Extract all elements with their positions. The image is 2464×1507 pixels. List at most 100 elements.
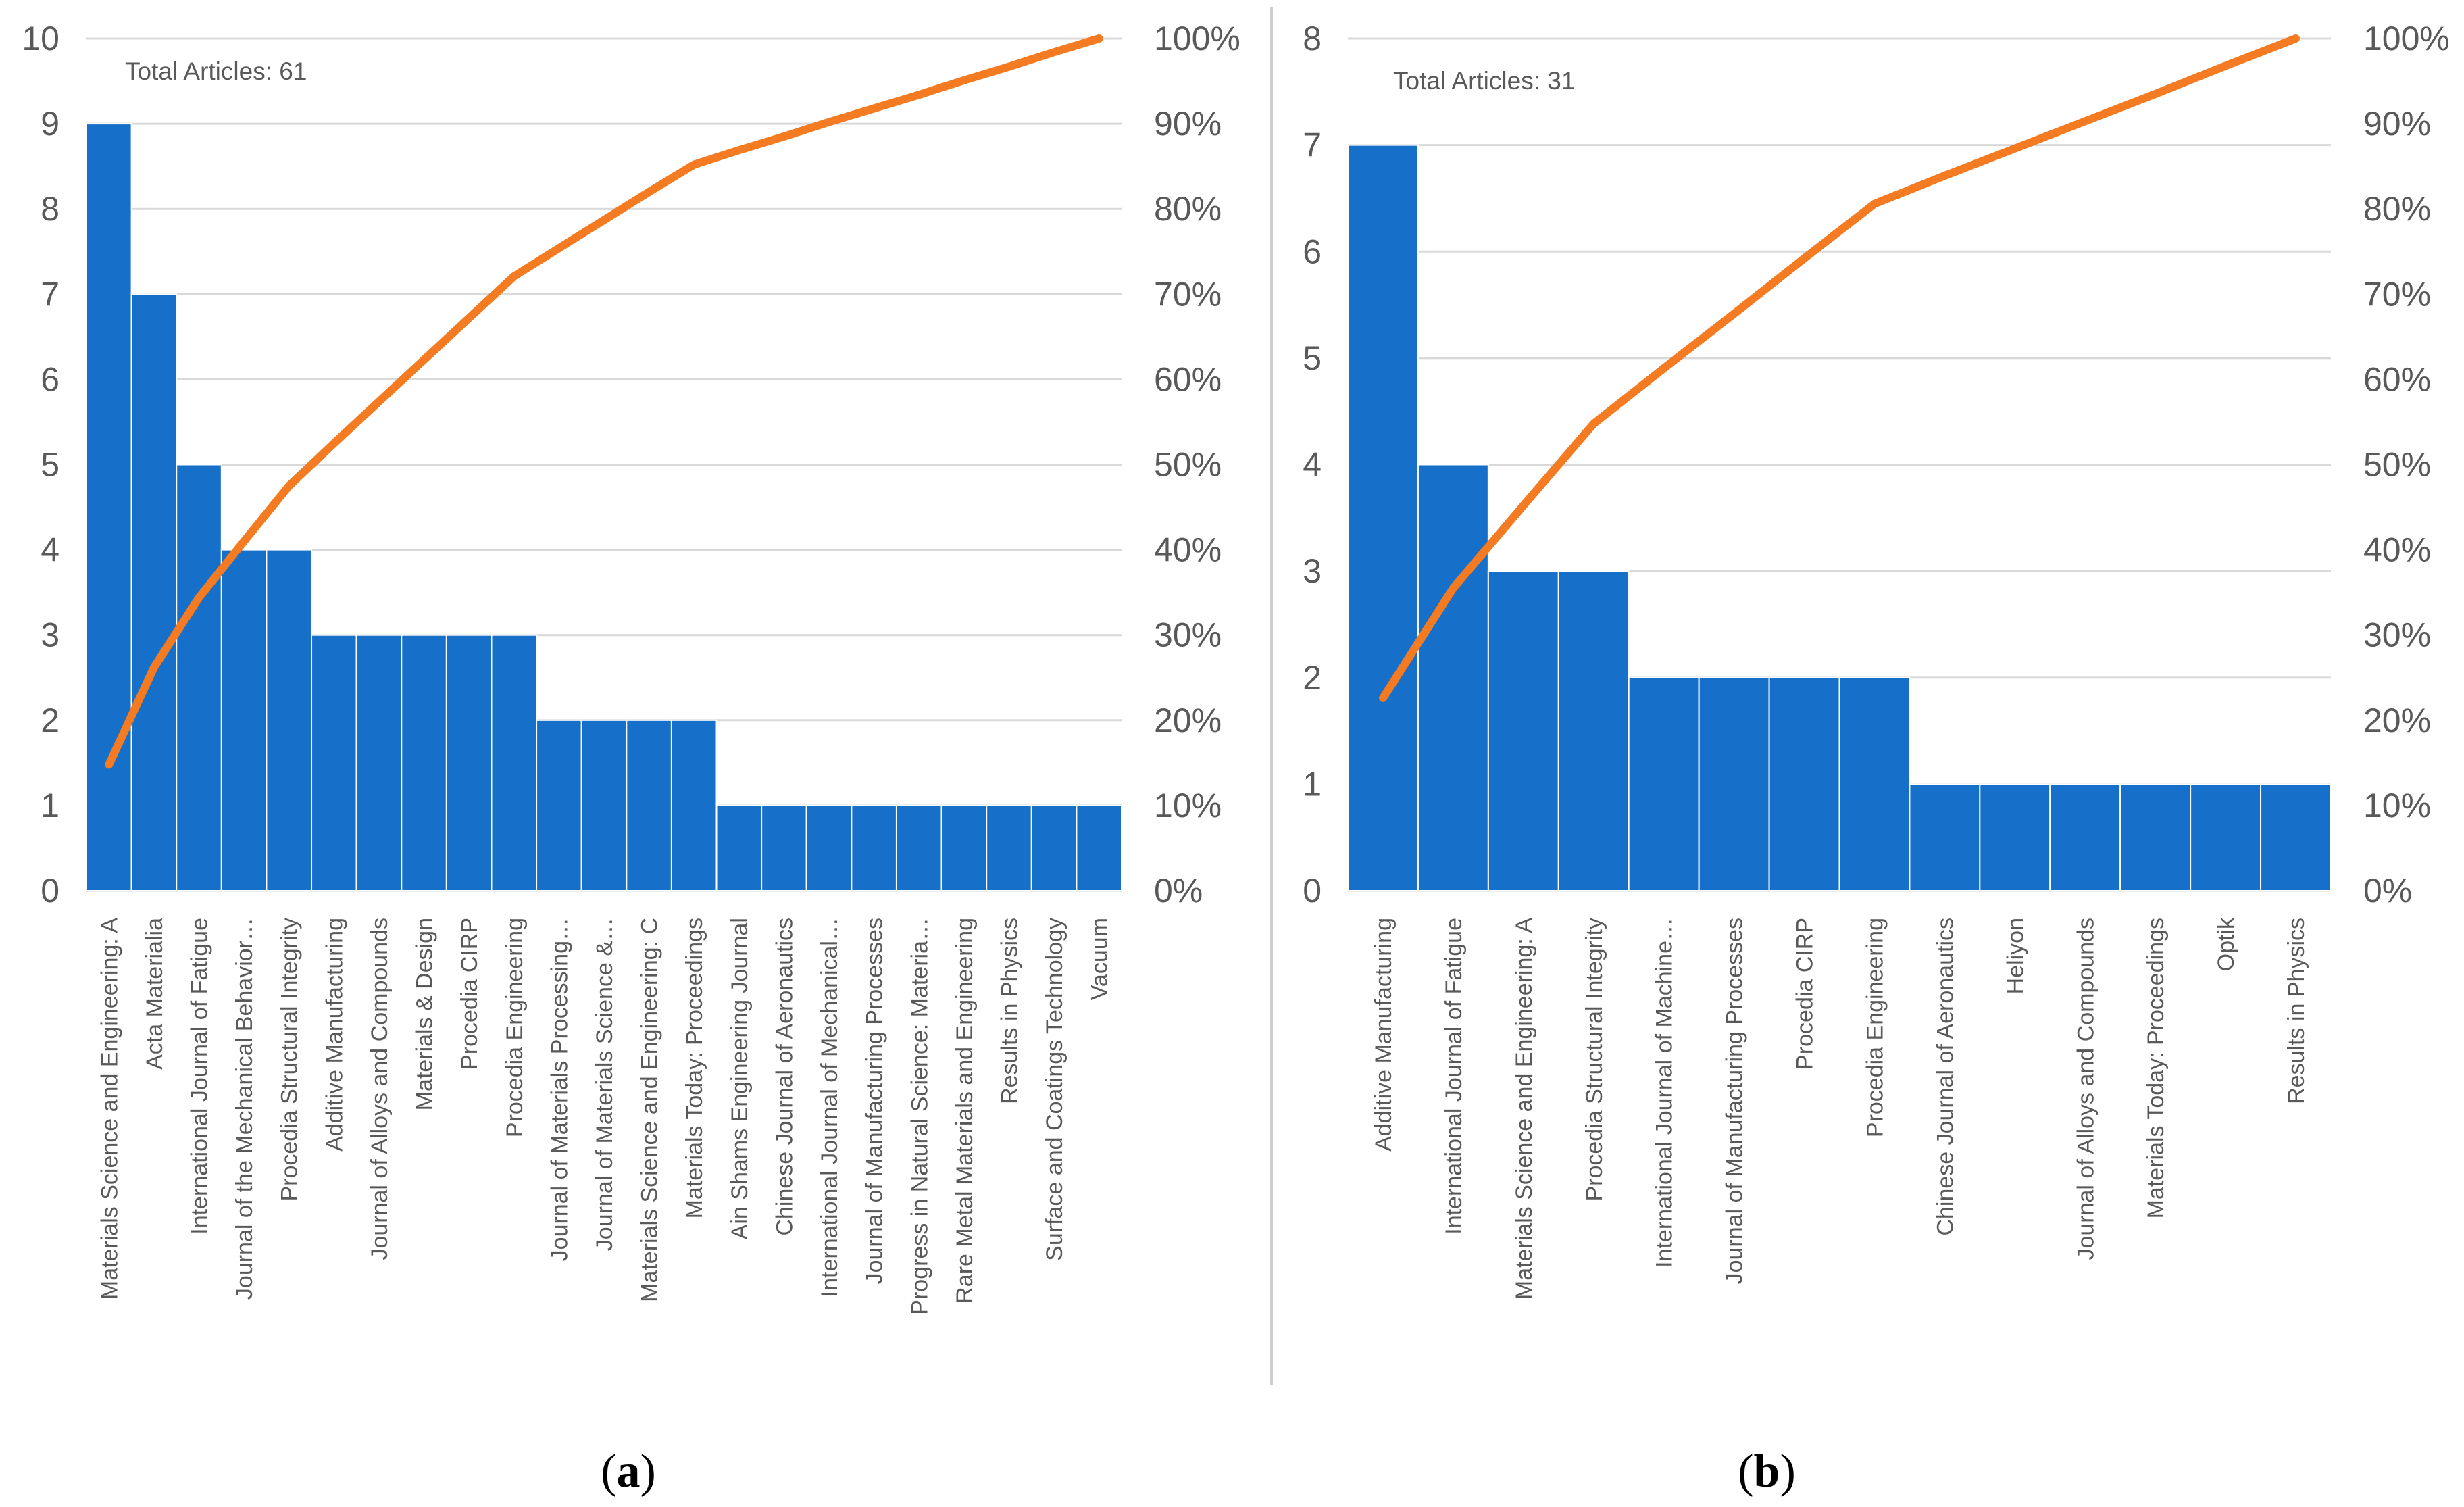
y-tick-label: 0 [1303,872,1322,910]
y2-tick-label: 60% [1154,360,1222,398]
y2-tick-label: 30% [1154,616,1222,654]
bar [2049,783,2121,891]
y2-tick-label: 50% [2363,446,2431,484]
category-label: Journal of Alloys and Compounds [367,918,393,1260]
bar [1347,144,1419,891]
total-articles-annotation: Total Articles: 61 [125,57,307,85]
y-tick-label: 4 [41,531,59,569]
y2-tick-label: 40% [1154,531,1222,569]
y-tick-label: 1 [1303,765,1322,803]
bar [536,719,582,892]
bar [86,123,132,892]
bar [2190,783,2262,891]
bar [1768,676,1840,891]
category-label: Results in Physics [2284,918,2309,1104]
bar [851,804,897,892]
y-tick-label: 3 [41,616,59,654]
category-label: Procedia Structural Integrity [1582,918,1607,1202]
category-label: International Journal of Fatigue [187,918,213,1235]
y2-tick-label: 10% [1154,787,1222,824]
y-tick-label: 7 [41,275,59,313]
bar [1628,676,1700,891]
y2-tick-label: 50% [1154,446,1222,484]
cumulative-line [1379,34,2300,702]
category-label: Materials Science and Engineering: A [97,918,122,1300]
bar [626,719,672,892]
bar [445,634,493,891]
y2-tick-label: 20% [2363,701,2431,739]
y-tick-label: 4 [1303,446,1322,484]
category-label: Journal of Alloys and Compounds [2073,918,2098,1260]
y2-tick-label: 90% [2363,105,2431,143]
category-label: International Journal of Machine… [1652,918,1678,1268]
bar [670,719,718,892]
y-tick-label: 6 [1303,232,1322,270]
bar [311,634,357,891]
bar [761,804,807,892]
category-label: Procedia CIRP [457,918,482,1070]
category-label: Procedia Structural Integrity [277,918,303,1202]
y-tick-label: 10 [22,20,59,57]
category-label: Optik [2213,917,2239,971]
bar [355,634,403,891]
category-label: Chinese Journal of Aeronautics [772,918,797,1236]
bar [266,549,313,891]
category-label: Procedia CIRP [1792,918,1818,1070]
y2-tick-label: 80% [2363,190,2431,228]
y2-tick-label: 70% [2363,275,2431,313]
category-label: Additive Manufacturing [322,918,347,1152]
cumulative-line [105,34,1103,769]
y-tick-label: 2 [1303,659,1322,697]
y-tick-label: 2 [41,701,59,739]
bar [1979,783,2051,891]
y2-tick-label: 90% [1154,105,1222,143]
category-label: Journal of Manufacturing Processes [862,918,888,1284]
category-label: Materials Today: Proceedings [682,918,707,1218]
category-label: Materials Science and Engineering: A [1511,918,1537,1300]
chart-a: 0123456789100%10%20%30%40%50%60%70%80%90… [22,20,1240,1498]
bar [130,293,178,891]
bar [1557,570,1630,891]
y-tick-label: 3 [1303,552,1322,590]
bar [2260,783,2332,891]
bar [580,719,628,892]
category-label: Ain Shams Engineering Journal [727,918,753,1239]
chart-b: 0123456780%10%20%30%40%50%60%70%80%90%10… [1303,20,2450,1498]
category-label: Rare Metal Materials and Engineering [952,918,978,1304]
category-label: Chinese Journal of Aeronautics [1932,918,1958,1236]
y-tick-label: 5 [41,446,59,484]
bar [940,804,988,892]
y2-tick-label: 0% [1154,872,1203,910]
category-label: Procedia Engineering [502,918,528,1137]
y2-tick-label: 100% [2363,20,2450,57]
y-tick-label: 7 [1303,126,1322,164]
bar [715,804,763,892]
bar [895,804,942,892]
bar [220,549,268,891]
bar [1838,676,1911,891]
y2-tick-label: 0% [2363,872,2412,910]
bar [1076,804,1123,892]
total-articles-annotation: Total Articles: 31 [1393,67,1575,95]
category-label: Procedia Engineering [1862,918,1888,1137]
y2-tick-label: 60% [2363,360,2431,398]
y2-tick-label: 40% [2363,531,2431,569]
panel-label: (a) [601,1446,656,1498]
y-tick-label: 0 [41,872,59,910]
category-label: Materials Today: Proceedings [2143,918,2169,1218]
bar [1417,464,1489,891]
y-tick-label: 8 [41,190,59,228]
bar [491,634,538,891]
y2-tick-label: 30% [2363,616,2431,654]
category-label: International Journal of Fatigue [1441,918,1467,1235]
category-label: Heliyon [2003,918,2028,994]
bar [401,634,447,891]
y2-tick-label: 100% [1154,20,1240,57]
bar [1698,676,1770,891]
bar [1909,783,1981,891]
y-tick-label: 8 [1303,20,1322,57]
bar [986,804,1032,892]
category-label: Vacuum [1087,918,1113,1000]
y2-tick-label: 70% [1154,275,1222,313]
